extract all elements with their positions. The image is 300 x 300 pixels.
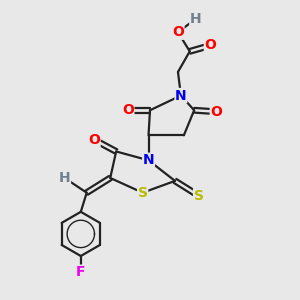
- Text: O: O: [172, 25, 184, 39]
- Text: S: S: [138, 186, 148, 200]
- Text: O: O: [122, 103, 134, 117]
- Text: O: O: [210, 105, 222, 119]
- Text: N: N: [143, 153, 154, 167]
- Text: F: F: [76, 265, 86, 279]
- Text: O: O: [88, 133, 100, 147]
- Text: N: N: [175, 88, 187, 103]
- Text: H: H: [190, 12, 202, 26]
- Text: O: O: [204, 38, 216, 52]
- Text: H: H: [59, 171, 70, 185]
- Text: S: S: [194, 189, 204, 202]
